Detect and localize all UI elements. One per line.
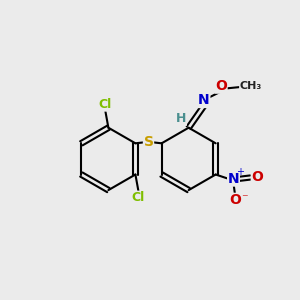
Text: N: N	[228, 172, 239, 186]
Text: H: H	[176, 112, 186, 125]
Text: CH₃: CH₃	[240, 80, 262, 91]
Text: O: O	[251, 170, 263, 184]
Text: Cl: Cl	[132, 191, 145, 204]
Text: N: N	[198, 93, 210, 107]
Text: O: O	[215, 79, 227, 93]
Text: +: +	[236, 167, 244, 177]
Text: ⁻: ⁻	[241, 192, 248, 206]
Text: S: S	[143, 135, 154, 149]
Text: Cl: Cl	[99, 98, 112, 111]
Text: O: O	[229, 194, 241, 207]
